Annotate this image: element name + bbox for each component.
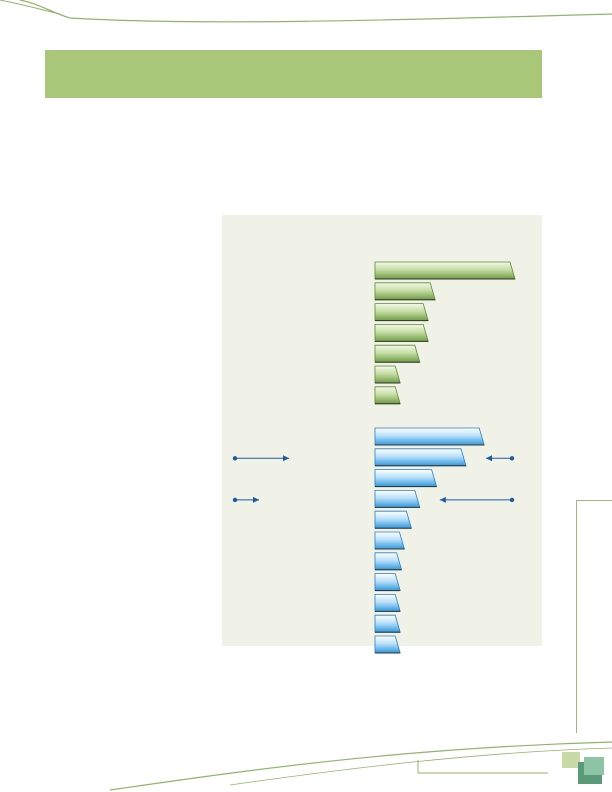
side-rule (576, 500, 612, 733)
bar-group2-11 (374, 635, 401, 654)
chart-panel (222, 215, 542, 654)
annotation-arrow-left-3 (232, 496, 259, 503)
bar-group2-3 (374, 469, 438, 487)
bar-group2-9 (374, 594, 401, 612)
bar-group2-1 (374, 427, 485, 446)
bar-group1-6 (374, 365, 401, 384)
corner-square-1 (562, 752, 580, 768)
top-wave-line-2 (0, 0, 61, 15)
bar-group2-5 (374, 510, 412, 529)
corner-square-3 (584, 757, 604, 775)
bar-group2-10 (374, 614, 401, 633)
top-wave-line (19, 0, 612, 23)
annotation-arrow-left-1 (232, 455, 289, 462)
bar-group1-3 (374, 303, 429, 321)
bottom-wave-line (109, 741, 612, 791)
bar-chart (232, 261, 516, 654)
annotation-layer (232, 455, 515, 503)
bar-group2-6 (374, 531, 405, 550)
annotation-arrow-right-2 (486, 455, 515, 462)
bar-group1-5 (374, 344, 421, 363)
bar-group2-7 (374, 552, 403, 571)
bar-group1-4 (374, 324, 429, 342)
bar-group1-1 (374, 261, 516, 280)
bar-group2-4 (374, 490, 421, 508)
bottom-wave-line-2 (229, 747, 612, 786)
bar-group1-7 (374, 386, 401, 405)
annotation-arrow-right-4 (439, 496, 515, 503)
bar-group2-8 (374, 573, 401, 591)
bar-group2-2 (374, 448, 467, 467)
bars-layer (374, 261, 516, 654)
title-band (45, 50, 542, 98)
bar-group1-2 (374, 282, 436, 301)
